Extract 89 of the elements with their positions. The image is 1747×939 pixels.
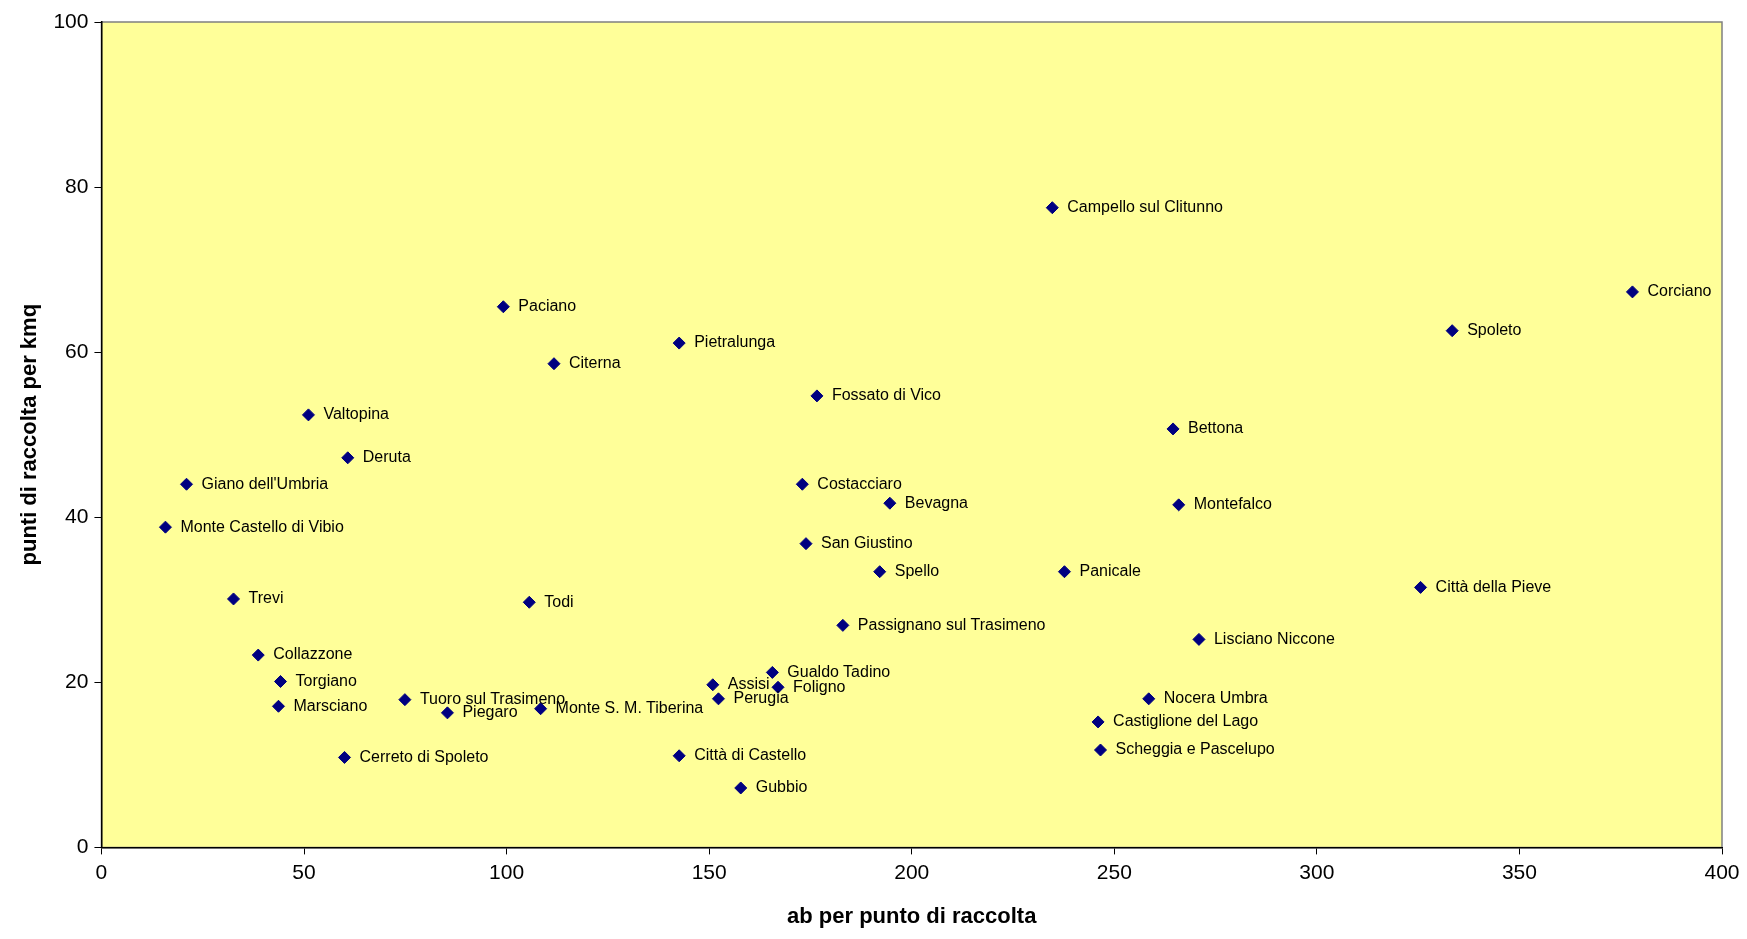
point [795,477,809,491]
point [765,665,779,679]
point [1172,498,1186,512]
annotation: Pietralunga [694,333,776,351]
point [1094,743,1108,757]
annotation: Gubbio [755,778,808,796]
annotation: Castiglione del Lago [1113,712,1259,730]
point [496,300,510,314]
x-axis-title: ab per punto di raccolta [787,902,1038,928]
point [799,537,813,551]
point [180,477,194,491]
annotation: Paciano [518,297,577,315]
annotation: Collazzone [273,645,353,663]
annotation: Monte Castello di Vibio [180,517,344,535]
annotation: Spoleto [1467,321,1522,339]
point [440,706,454,720]
y-axis-title: punti di raccolta per kmq [16,303,42,566]
point [734,781,748,795]
annotation: Spello [894,562,940,580]
x-tick-label: 250 [1096,859,1132,883]
point [547,357,561,371]
annotation: Corciano [1647,282,1712,300]
point [1057,565,1071,579]
x-tick-label: 0 [95,859,108,883]
point [158,520,172,534]
annotation: Bettona [1188,419,1244,437]
point [1166,422,1180,436]
annotation: San Giustino [820,534,913,552]
y-tick-label: 60 [65,338,89,362]
point [251,648,265,662]
point [672,749,686,763]
point [873,565,887,579]
annotation: Nocera Umbra [1163,689,1268,707]
point [706,678,720,692]
annotation: Torgiano [295,671,357,689]
annotation: Deruta [362,448,411,466]
annotation: Campello sul Clitunno [1067,198,1224,216]
annotation: Foligno [793,677,846,695]
annotation: Trevi [248,589,284,607]
point [398,693,412,707]
y-tick-label: 40 [65,504,89,528]
point [672,336,686,350]
point [301,408,315,422]
y-tick-label: 0 [76,834,89,858]
x-tick-label: 100 [489,859,525,883]
annotation: Passignano sul Trasimeno [857,615,1046,633]
annotation: Panicale [1079,562,1141,580]
annotation: Marsciano [293,696,368,714]
point [1625,285,1639,299]
annotation: Montefalco [1193,495,1273,513]
point [274,675,288,688]
x-tick-label: 350 [1501,859,1537,883]
point [1045,201,1059,215]
annotation: Todi [544,592,574,610]
annotation: Fossato di Vico [831,386,942,404]
annotation: Scheggia e Pascelupo [1115,740,1275,758]
point [1414,580,1428,594]
annotation: Gualdo Tadino [787,662,891,680]
point [227,592,241,606]
x-tick-label: 50 [292,859,316,883]
y-tick-label: 20 [65,669,89,693]
point [810,389,824,403]
x-tick-label: 400 [1704,859,1740,883]
annotation: Valtopina [323,405,390,423]
point [711,692,725,706]
point [522,595,536,609]
point [338,750,352,764]
annotation: Costacciaro [817,474,902,492]
point [341,451,355,465]
annotation: Perugia [733,689,789,707]
x-tick-label: 300 [1299,859,1335,883]
x-tick-label: 200 [894,859,930,883]
point [271,699,285,713]
y-tick-label: 80 [65,173,89,197]
annotation: Giano dell'Umbria [201,474,329,492]
annotation: Cerreto di Spoleto [359,747,489,765]
point [1192,632,1206,646]
point [1445,324,1459,338]
y-tick-label: 100 [53,8,89,32]
point [883,496,897,510]
annotation: Bevagna [904,493,969,511]
x-tick-label: 150 [691,859,727,883]
annotation: Citerna [568,354,621,372]
point [1142,692,1156,706]
annotation: Lisciano Niccone [1213,629,1336,647]
annotation: Città della Pieve [1435,577,1552,595]
annotation: Città di Castello [694,746,807,764]
point [836,618,850,632]
point [1091,715,1105,729]
